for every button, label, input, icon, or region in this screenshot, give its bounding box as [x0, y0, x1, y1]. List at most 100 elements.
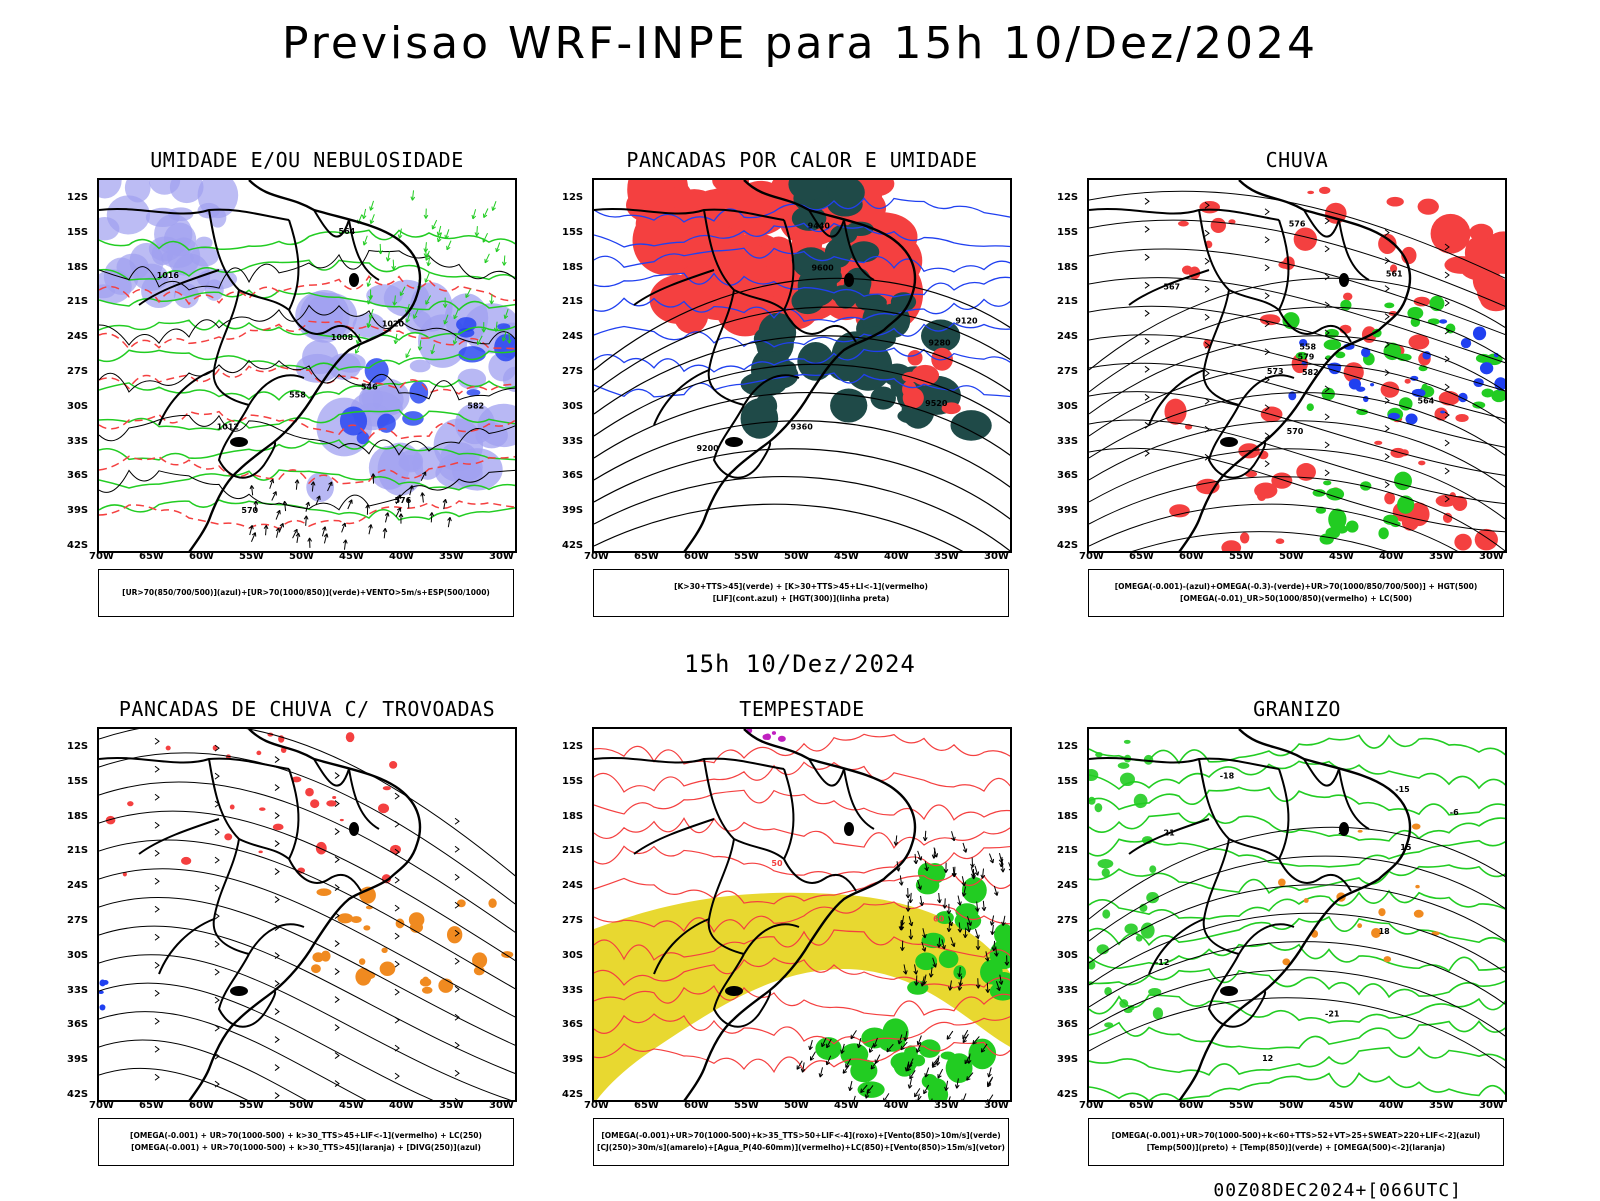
streamline-arrow [155, 990, 159, 996]
lon-tick-label: 35W [934, 551, 959, 562]
lat-tick-label: 27S [562, 366, 583, 377]
lat-tick-label: 42S [67, 540, 88, 551]
field-blob [420, 978, 431, 987]
lon-tick-label: 60W [684, 551, 709, 562]
country-border [1204, 839, 1239, 954]
lon-tick-label: 60W [1179, 551, 1204, 562]
lon-tick-label: 70W [584, 1100, 609, 1111]
streamline-arrow [455, 846, 459, 852]
streamline-arrow [155, 1046, 159, 1052]
legend-line: [Temp(500)](preto) + [Temp(850)](verde) … [1089, 1142, 1503, 1154]
streamline-arrow [1205, 258, 1209, 264]
streamline [99, 729, 517, 879]
field-blob [1240, 532, 1249, 543]
field-blob [1381, 382, 1400, 398]
contour-label: 561 [1386, 270, 1403, 279]
field-blob [332, 796, 336, 799]
country-border [139, 819, 219, 854]
lon-tick-label: 65W [634, 551, 659, 562]
field-blob [100, 1004, 106, 1010]
streamline-arrow [275, 1009, 279, 1015]
lat-tick-label: 36S [562, 1019, 583, 1030]
streamline-arrow [455, 1070, 459, 1076]
streamline-arrow [275, 1093, 279, 1099]
country-border [1239, 375, 1294, 405]
contour-label: 12 [1262, 1054, 1273, 1063]
contour-label: -15 [1395, 785, 1410, 794]
lon-tick-label: 30W [1479, 1100, 1504, 1111]
contour-line [594, 734, 1012, 764]
lon-tick-label: 50W [784, 1100, 809, 1111]
lon-tick-label: 55W [239, 1100, 264, 1111]
field-blob [102, 980, 108, 985]
field-blob [1124, 740, 1131, 744]
field-blob [1454, 534, 1471, 551]
lon-tick-label: 35W [1429, 1100, 1454, 1111]
streamline-arrow [335, 829, 339, 835]
lat-tick-label: 12S [562, 741, 583, 752]
lagoon-marker [230, 437, 248, 447]
lat-tick-label: 42S [1057, 540, 1078, 551]
field-blob [1307, 403, 1314, 411]
lon-tick-label: 40W [884, 1100, 909, 1111]
lat-tick-label: 12S [562, 192, 583, 203]
wind-vector [1009, 862, 1012, 871]
legend-line: [OMEGA(-0.01)_UR>50(1000/850)(vermelho) … [1089, 593, 1503, 605]
contour-label: 9120 [955, 316, 978, 325]
field-blob [1120, 773, 1135, 786]
field-blob [1414, 910, 1424, 918]
panel-title: GRANIZO [1067, 697, 1527, 721]
field-blob [127, 801, 133, 806]
streamline-arrow [155, 794, 159, 800]
contour-line [594, 762, 1012, 792]
contour-line [594, 846, 1012, 876]
streamline-arrow [155, 822, 159, 828]
field-blob [1394, 472, 1412, 490]
field-blob [1378, 908, 1385, 916]
wind-vector [962, 1093, 966, 1102]
field-blob [1440, 411, 1445, 414]
streamline-arrow [1145, 450, 1149, 456]
lat-tick-label: 33S [67, 436, 88, 447]
panel-title: CHUVA [1067, 148, 1527, 172]
country-border [704, 759, 784, 859]
contour-label: 558 [289, 390, 306, 399]
streamline-arrow [215, 885, 219, 891]
lake-marker [844, 822, 854, 836]
field-blob [99, 180, 122, 198]
lon-tick-label: 70W [1079, 1100, 1104, 1111]
country-border [784, 859, 856, 891]
field-blob [1095, 803, 1103, 812]
field-blob [409, 912, 425, 927]
streamline-arrow [1205, 230, 1209, 236]
lon-tick-label: 30W [489, 1100, 514, 1111]
lat-tick-label: 12S [67, 741, 88, 752]
streamline-arrow [155, 934, 159, 940]
streamline-arrow [395, 793, 399, 799]
map-svg [99, 729, 517, 1102]
field-blob [1119, 999, 1128, 1008]
lon-tick-label: 70W [584, 551, 609, 562]
field-blob [941, 1051, 956, 1059]
lat-tick-label: 36S [67, 470, 88, 481]
field-blob [765, 734, 771, 741]
field-blob [1164, 399, 1186, 425]
lat-tick-label: 24S [67, 331, 88, 342]
streamline-arrow [275, 897, 279, 903]
field-blob [1370, 383, 1374, 386]
streamline [99, 753, 517, 907]
lon-tick-label: 65W [139, 1100, 164, 1111]
lat-tick-label: 21S [67, 845, 88, 856]
lat-tick-label: 12S [67, 192, 88, 203]
streamline-arrow [155, 1018, 159, 1024]
field-blob [1095, 752, 1103, 757]
lat-tick-label: 18S [562, 262, 583, 273]
streamline-arrow [395, 933, 399, 939]
legend-line: [UR>70(850/700/500)](azul)+[UR>70(1000/8… [99, 587, 513, 599]
contour-line [1089, 813, 1507, 841]
streamline-arrow [455, 1042, 459, 1048]
lon-tick-label: 65W [1129, 551, 1154, 562]
contour-label: 1016 [157, 271, 180, 280]
country-border [159, 370, 214, 425]
